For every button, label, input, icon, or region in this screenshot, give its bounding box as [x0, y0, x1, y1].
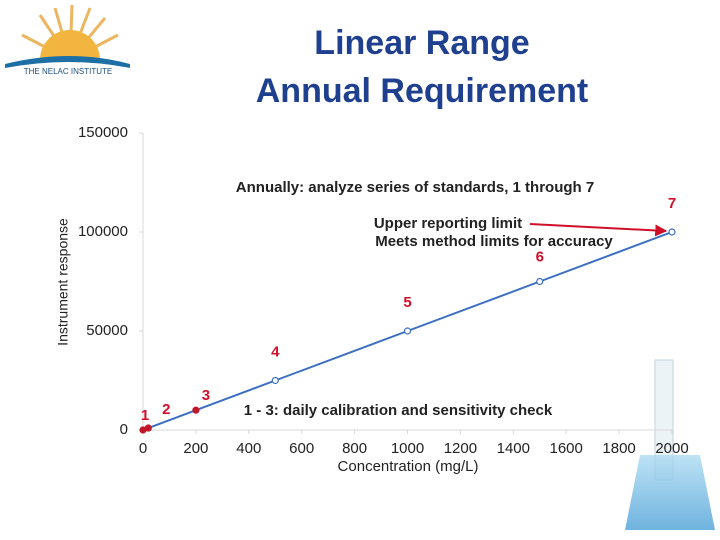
y-tick-label: 50000 — [86, 322, 128, 339]
x-tick-label: 400 — [236, 440, 261, 457]
annotation: Annually: analyze series of standards, 1… — [236, 179, 594, 196]
y-axis-label: Instrument response — [55, 218, 71, 346]
y-tick-label: 100000 — [78, 223, 128, 240]
annotation-arrow — [529, 223, 668, 237]
data-point — [403, 327, 412, 335]
title-line: Annual Requirement — [256, 72, 588, 110]
beaker — [625, 359, 715, 530]
x-axis-label: Concentration (mg/L) — [338, 458, 479, 475]
annotation: 1 - 3: daily calibration and sensitivity… — [244, 402, 553, 419]
x-tick-label: 800 — [342, 440, 367, 457]
title-line: Linear Range — [314, 24, 529, 62]
annotation: Upper reporting limit — [374, 215, 522, 232]
point-label: 6 — [536, 248, 544, 265]
x-tick-label: 1400 — [497, 440, 530, 457]
data-point — [144, 424, 152, 432]
y-tick-label: 150000 — [78, 124, 128, 141]
x-tick-label: 1800 — [602, 440, 635, 457]
x-tick-label: 1600 — [550, 440, 583, 457]
annotation: Meets method limits for accuracy — [375, 233, 613, 250]
x-tick-label: 0 — [139, 440, 147, 457]
data-point — [192, 406, 200, 414]
point-label: 2 — [162, 401, 170, 418]
x-tick-label: 1000 — [391, 440, 424, 457]
logo-text: THE NELAC INSTITUTE — [24, 67, 112, 76]
logo: THE NELAC INSTITUTE — [5, 4, 130, 76]
x-tick-label: 200 — [183, 440, 208, 457]
data-point — [536, 277, 544, 286]
point-label: 5 — [403, 294, 411, 311]
point-label: 7 — [668, 195, 676, 212]
x-tick-label: 2000 — [655, 440, 688, 457]
data-point — [271, 376, 279, 385]
point-label: 4 — [271, 343, 280, 360]
data-point — [668, 228, 676, 236]
point-label: 3 — [202, 387, 210, 404]
x-tick-label: 1200 — [444, 440, 477, 457]
y-tick-label: 0 — [120, 421, 128, 438]
x-tick-label: 600 — [289, 440, 314, 457]
point-label: 1 — [141, 407, 149, 424]
